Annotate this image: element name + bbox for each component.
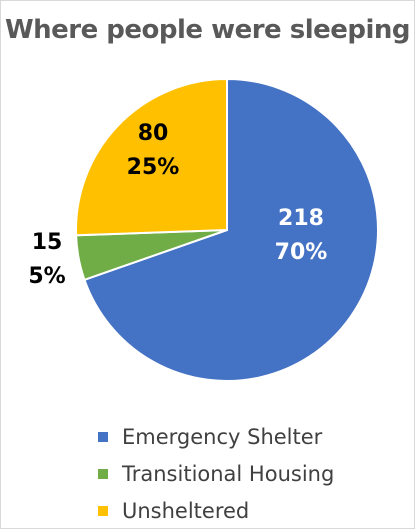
pie-slice-emergency-shelter [83,77,379,382]
chart-title: Where people were sleeping [4,15,411,45]
legend-label: Emergency Shelter [122,424,323,449]
pie-slice-unsheltered [75,77,228,237]
legend-swatch [98,505,108,516]
data-label-value: 80 [138,121,169,146]
legend-swatch [98,468,108,479]
data-label-percent: 25% [127,155,180,180]
legend-label: Transitional Housing [122,461,335,486]
legend-item-unsheltered: Unsheltered [98,492,334,529]
data-label-percent: 5% [28,264,65,289]
legend-item-transitional-housing: Transitional Housing [98,455,334,492]
data-label-value: 15 [32,230,63,255]
legend-label: Unsheltered [122,498,250,523]
legend: Emergency Shelter Transitional Housing U… [98,418,334,529]
data-label-value: 218 [278,206,324,231]
data-label-percent: 70% [275,240,328,265]
legend-swatch [98,431,108,442]
legend-item-emergency-shelter: Emergency Shelter [98,418,334,455]
